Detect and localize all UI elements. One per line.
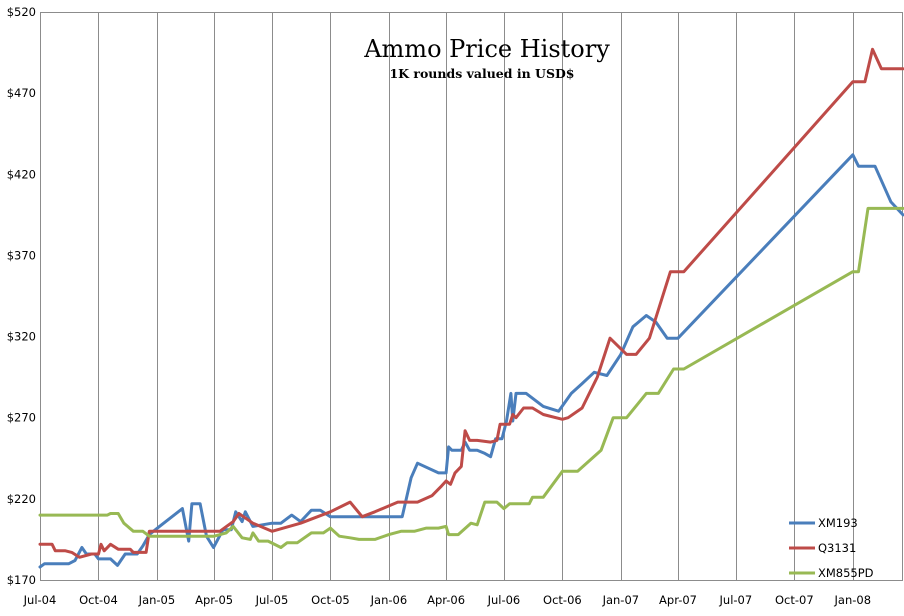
y-tick-label-1: $220 [7,492,36,506]
y-tick-label-0: $170 [7,573,36,587]
x-tick-label-10: Jan-07 [602,593,640,607]
legend: XM193 Q3131 XM855PD [789,516,874,580]
vertical-gridlines [40,12,854,580]
chart-subtitle: 1K rounds valued in USD$ [389,66,574,81]
x-tick-label-8: Jul-06 [487,593,521,607]
plot-frame [40,12,903,581]
x-tick-label-2: Jan-05 [138,593,176,607]
x-tick-label-7: Apr-06 [427,593,465,607]
y-tick-label-3: $320 [7,330,36,344]
series-line-xm855pd [38,206,904,549]
y-tick-label-6: $470 [7,86,36,100]
y-tick-label-2: $270 [7,411,36,425]
series-line-q3131 [38,47,904,559]
y-axis-tick-labels: $170 $220 $270 $320 $370 $420 $470 $520 [7,5,36,587]
legend-label-q3131: Q3131 [818,541,856,555]
x-axis-tick-labels: Jul-04 Oct-04 Jan-05 Apr-05 Jul-05 Oct-05 Jan-… [23,593,871,607]
x-tick-label-9: Oct-06 [543,593,582,607]
plot-area-border [40,12,903,581]
y-tick-label-5: $420 [7,167,36,181]
y-tick-label-7: $520 [7,5,36,19]
x-tick-label-0: Jul-04 [23,593,57,607]
x-tick-label-5: Oct-05 [311,593,350,607]
x-tick-label-1: Oct-04 [79,593,118,607]
x-tick-label-4: Jul-05 [255,593,289,607]
y-tick-label-4: $370 [7,248,36,262]
series-lines [38,47,904,569]
x-tick-label-6: Jan-06 [370,593,408,607]
legend-label-xm193: XM193 [818,516,858,530]
chart-title: Ammo Price History [363,35,610,63]
x-tick-label-11: Apr-07 [659,593,697,607]
x-tick-label-14: Jan-08 [834,593,872,607]
x-tick-label-12: Jul-07 [719,593,753,607]
x-tick-label-3: Apr-05 [195,593,233,607]
x-tick-label-13: Oct-07 [775,593,814,607]
legend-label-xm855pd: XM855PD [818,566,874,580]
